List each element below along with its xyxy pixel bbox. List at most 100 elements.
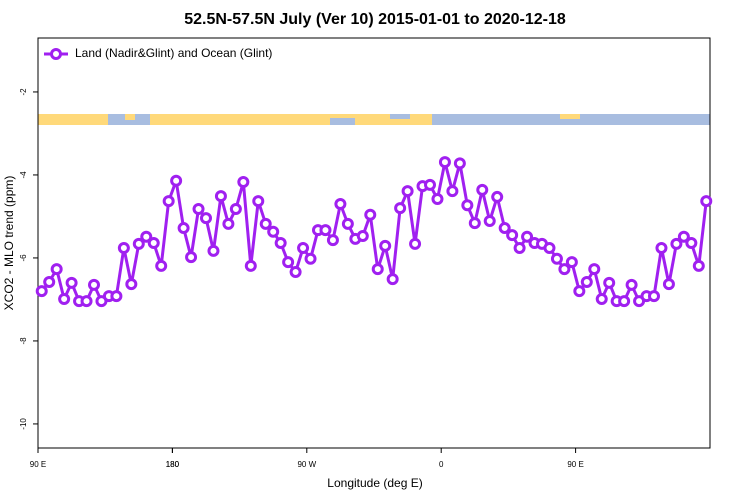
data-point [513,241,526,254]
data-point [580,276,593,289]
ocean-band [330,118,355,125]
data-point [140,230,153,243]
data-point [125,278,138,291]
data-point [573,285,586,298]
data-point [58,293,71,306]
data-point [110,290,123,303]
data-point [446,185,459,198]
data-point [192,202,205,215]
data-point [237,175,250,188]
data-point [550,252,563,265]
data-point [274,237,287,249]
data-point [670,237,683,250]
data-point [648,290,660,303]
data-point [304,252,317,265]
plot-frame [37,37,711,449]
data-point [155,259,168,272]
land-band [560,114,580,119]
ocean-band [390,114,410,119]
data-point [117,241,130,254]
chart-title: 52.5N-57.5N July (Ver 10) 2015-01-01 to … [184,11,566,28]
data-point [685,237,698,249]
data-point [588,263,601,276]
data-point [185,251,198,264]
data-point [558,263,571,276]
data-point [468,217,481,230]
data-point [326,234,339,247]
data-point [259,217,272,230]
data-point [595,293,608,306]
y-tick-label: -8 [19,337,28,345]
legend-marker [50,48,62,60]
data-point [461,199,474,212]
data-point [222,217,235,230]
y-axis-label: XCO2 - MLO trend (ppm) [2,176,16,311]
data-point [207,244,220,257]
data-point [162,195,175,208]
x-tick-label: 90 W [297,460,316,469]
data-point [147,237,160,249]
data-point [65,276,78,289]
data-point [424,178,436,191]
x-tick-label: 180 [166,460,180,469]
data-point [506,229,519,242]
data-point [43,276,56,289]
data-point [394,202,407,215]
data-point [431,193,444,206]
data-point [565,256,578,269]
data-point [655,241,668,254]
land-ocean-strip [38,114,710,125]
data-point [244,259,257,272]
data-point [88,278,100,291]
data-point [618,295,631,308]
data-point [677,230,690,243]
land-band [38,114,108,125]
land-band [125,114,135,120]
data-point [364,208,377,221]
data-point [453,157,466,170]
data-point [319,224,332,237]
data-point [132,237,145,250]
data-point [267,225,280,238]
data-point [625,278,638,291]
data-point [289,266,302,279]
data-point [692,259,705,272]
data-point [229,202,242,215]
data-point [80,295,93,308]
land-band [150,114,432,125]
data-point [379,239,392,252]
legend-label: Land (Nadir&Glint) and Ocean (Glint) [75,46,272,60]
data-point [282,256,295,269]
y-tick-label: -2 [19,88,28,96]
data-point [386,273,399,286]
data-point [438,156,451,169]
data-point [371,263,384,276]
data-point [476,183,489,196]
data-point [356,229,369,242]
x-axis-label: Longitude (deg E) [327,476,422,490]
y-tick-label: -10 [19,418,28,430]
data-point [334,197,347,210]
x-tick-label: 90 E [567,460,583,469]
data-point [409,237,422,250]
data-point [603,276,616,289]
x-tick-label: 90 E [30,460,46,469]
data-point [252,195,265,208]
data-point [50,263,63,276]
data-point [521,230,534,243]
data-point [297,241,310,254]
data-point [170,174,183,187]
data-point [498,222,511,235]
data-point [341,217,354,230]
data-point [483,215,496,228]
data-point [214,190,227,203]
data-point [177,222,190,235]
y-tick-label: -6 [19,254,28,262]
data-point [200,212,212,225]
data-point [662,278,675,291]
data-point [401,185,414,198]
x-tick-label: 0 [439,460,444,469]
data-point [35,285,48,298]
